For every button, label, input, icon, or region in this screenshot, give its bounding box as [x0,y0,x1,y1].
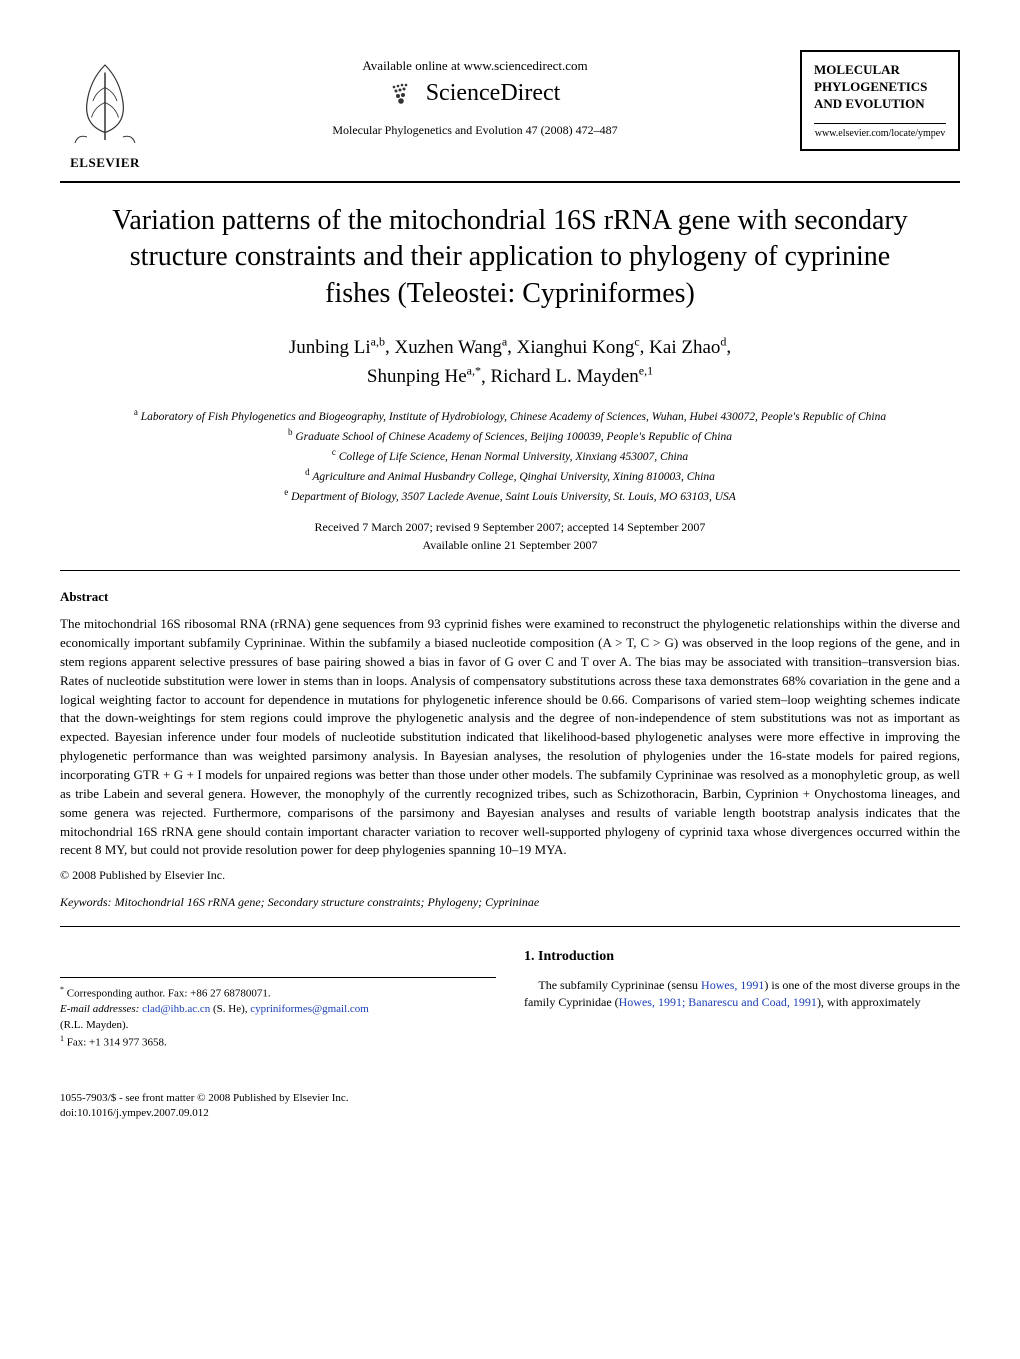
authors-line: Junbing Lia,b, Xuzhen Wanga, Xianghui Ko… [60,332,960,392]
top-rule [60,181,960,183]
email-link-2[interactable]: cypriniformes@gmail.com [250,1003,369,1015]
abstract-body: The mitochondrial 16S ribosomal RNA (rRN… [60,615,960,860]
article-dates: Received 7 March 2007; revised 9 Septemb… [60,518,960,554]
citation-link[interactable]: Howes, 1991; Banarescu and Coad, 1991 [619,995,817,1009]
affiliation-e: Department of Biology, 3507 Laclede Aven… [291,491,736,503]
sciencedirect-dots-icon [390,83,420,105]
journal-url: www.elsevier.com/locate/ympev [814,123,946,139]
received-date: Received 7 March 2007; revised 9 Septemb… [315,520,706,534]
affiliation-d: Agriculture and Animal Husbandry College… [312,471,714,483]
journal-name: MOLECULAR PHYLOGENETICS AND EVOLUTION [814,62,946,113]
keywords-line: Keywords: Mitochondrial 16S rRNA gene; S… [60,895,960,910]
intro-paragraph: The subfamily Cyprininae (sensu Howes, 1… [524,977,960,1011]
header-row: ELSEVIER Available online at www.science… [60,50,960,171]
author: Kai Zhaod [649,337,726,358]
abstract-heading: Abstract [60,589,960,605]
left-column: * Corresponding author. Fax: +86 27 6878… [60,947,496,1122]
sciencedirect-text: ScienceDirect [426,80,561,107]
affiliation-b: Graduate School of Chinese Academy of Sc… [295,431,732,443]
author: Shunping Hea,* [367,366,481,387]
author: Xuzhen Wanga [394,337,507,358]
right-column: 1. Introduction The subfamily Cyprininae… [524,947,960,1122]
page-root: ELSEVIER Available online at www.science… [0,0,1020,1172]
doi-line: doi:10.1016/j.ympev.2007.09.012 [60,1106,496,1121]
article-title: Variation patterns of the mitochondrial … [100,203,920,312]
header-center: Available online at www.sciencedirect.co… [150,50,800,138]
affiliation-a: Laboratory of Fish Phylogenetics and Bio… [141,411,886,423]
email-link-1[interactable]: clad@ihb.ac.cn [142,1003,210,1015]
available-online-text: Available online at www.sciencedirect.co… [150,58,800,74]
keywords-text: Mitochondrial 16S rRNA gene; Secondary s… [115,895,540,909]
journal-box: MOLECULAR PHYLOGENETICS AND EVOLUTION ww… [800,50,960,151]
journal-reference: Molecular Phylogenetics and Evolution 47… [150,123,800,138]
affiliation-c: College of Life Science, Henan Normal Un… [339,451,688,463]
abstract-top-rule [60,570,960,571]
elsevier-logo: ELSEVIER [60,50,150,171]
email-who-2: (R.L. Mayden). [60,1018,496,1033]
affiliations: a Laboratory of Fish Phylogenetics and B… [100,406,920,506]
keywords-label: Keywords: [60,895,112,909]
author: Junbing Lia,b [289,337,385,358]
author: Xianghui Kongc [517,337,640,358]
author: Richard L. Maydene,1 [490,366,653,387]
elsevier-tree-icon [60,50,150,155]
front-matter-line: 1055-7903/$ - see front matter © 2008 Pu… [60,1091,496,1106]
footnotes: * Corresponding author. Fax: +86 27 6878… [60,977,496,1051]
fax-footnote: 1 Fax: +1 314 977 3658. [60,1033,496,1051]
two-column-section: * Corresponding author. Fax: +86 27 6878… [60,947,960,1122]
intro-heading: 1. Introduction [524,947,960,967]
sciencedirect-logo: ScienceDirect [150,80,800,107]
corresponding-author-footnote: * Corresponding author. Fax: +86 27 6878… [60,984,496,1002]
copyright-line: © 2008 Published by Elsevier Inc. [60,868,960,883]
front-matter: 1055-7903/$ - see front matter © 2008 Pu… [60,1091,496,1122]
email-footnote: E-mail addresses: clad@ihb.ac.cn (S. He)… [60,1002,496,1017]
keywords-rule [60,926,960,927]
citation-link[interactable]: Howes, 1991 [701,978,764,992]
available-date: Available online 21 September 2007 [422,538,597,552]
elsevier-text: ELSEVIER [70,155,140,171]
